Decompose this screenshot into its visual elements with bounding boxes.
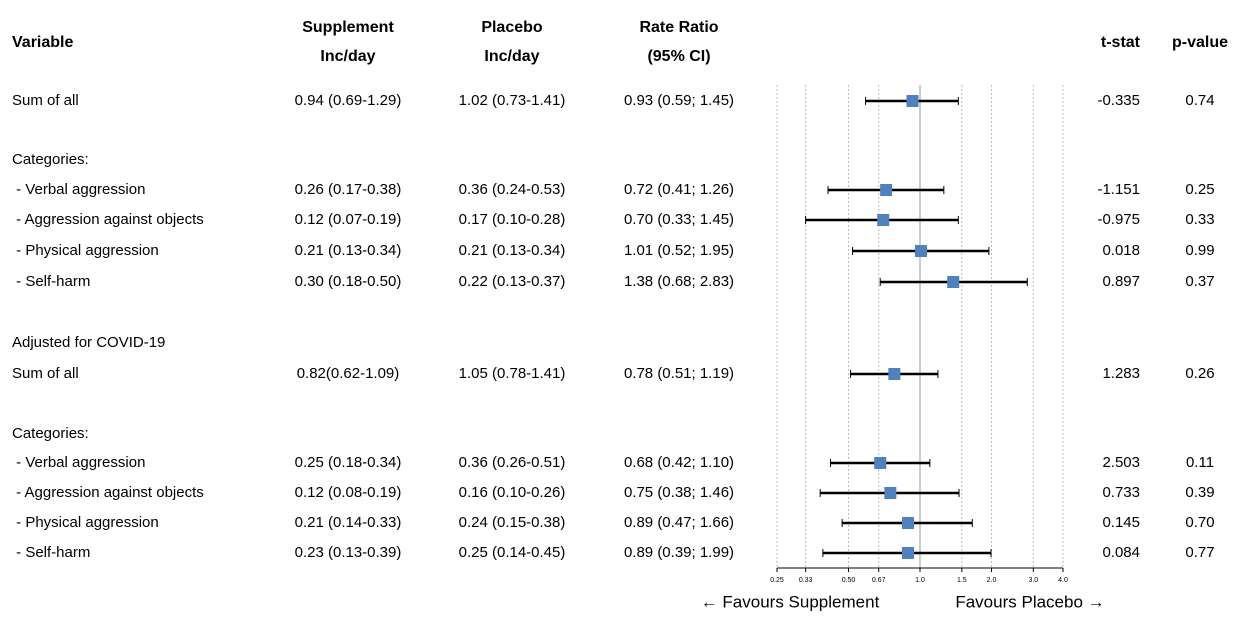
header-rate-ratio: (95% CI): [647, 48, 710, 65]
rate-ratio-cell: 0.70 (0.33; 1.45): [624, 211, 734, 228]
row-label: - Self-harm: [12, 544, 90, 561]
header-supplement: Inc/day: [320, 48, 375, 65]
placebo-cell: 0.25 (0.14-0.45): [459, 544, 566, 561]
p-value-cell: 0.25: [1185, 181, 1214, 198]
x-tick-label: 4.0: [1058, 577, 1068, 584]
header-t-stat: t-stat: [1101, 34, 1141, 51]
p-value-cell: 0.37: [1185, 273, 1214, 290]
rate-ratio-cell: 0.78 (0.51; 1.19): [624, 365, 734, 382]
header-placebo: Placebo: [481, 19, 543, 36]
estimate-marker: [901, 517, 914, 529]
placebo-cell: 0.22 (0.13-0.37): [459, 273, 566, 290]
p-value-cell: 0.11: [1186, 454, 1214, 471]
placebo-cell: 0.16 (0.10-0.26): [459, 484, 566, 501]
supplement-cell: 0.25 (0.18-0.34): [295, 454, 402, 471]
favours-right: Favours Placebo →: [955, 592, 1104, 611]
t-stat-cell: -0.975: [1097, 211, 1140, 228]
p-value-cell: 0.74: [1185, 92, 1214, 109]
supplement-cell: 0.26 (0.17-0.38): [295, 181, 402, 198]
header-p-value: p-value: [1172, 34, 1228, 51]
t-stat-cell: 0.084: [1102, 544, 1140, 561]
placebo-cell: 0.17 (0.10-0.28): [459, 211, 566, 228]
header-rate-ratio: Rate Ratio: [639, 19, 718, 36]
rate-ratio-cell: 1.38 (0.68; 2.83): [624, 273, 734, 290]
p-value-cell: 0.33: [1185, 211, 1214, 228]
rate-ratio-cell: 0.75 (0.38; 1.46): [624, 484, 734, 501]
placebo-cell: 1.05 (0.78-1.41): [459, 365, 566, 382]
t-stat-cell: -0.335: [1097, 92, 1140, 109]
supplement-cell: 0.21 (0.14-0.33): [295, 514, 402, 531]
row-label: - Physical aggression: [12, 242, 159, 259]
estimate-marker: [880, 184, 893, 196]
supplement-cell: 0.21 (0.13-0.34): [295, 242, 402, 259]
t-stat-cell: 0.018: [1102, 242, 1140, 259]
rate-ratio-cell: 0.89 (0.47; 1.66): [624, 514, 734, 531]
rate-ratio-cell: 0.72 (0.41; 1.26): [624, 181, 734, 198]
supplement-cell: 0.30 (0.18-0.50): [295, 273, 402, 290]
t-stat-cell: -1.151: [1097, 181, 1140, 198]
placebo-cell: 0.36 (0.26-0.51): [459, 454, 566, 471]
x-tick-label: 1.5: [957, 577, 967, 584]
placebo-cell: 1.02 (0.73-1.41): [459, 92, 566, 109]
header-supplement: Supplement: [302, 19, 394, 36]
row-label: Sum of all: [12, 92, 79, 109]
favours-left: ← Favours Supplement: [701, 592, 880, 611]
p-value-cell: 0.70: [1185, 514, 1214, 531]
t-stat-cell: 2.503: [1102, 454, 1140, 471]
p-value-cell: 0.99: [1185, 242, 1214, 259]
row-label: Categories:: [12, 425, 89, 442]
header-placebo: Inc/day: [484, 48, 539, 65]
estimate-marker: [915, 245, 928, 257]
placebo-cell: 0.36 (0.24-0.53): [459, 181, 566, 198]
header-variable: Variable: [12, 34, 73, 51]
t-stat-cell: 0.733: [1102, 484, 1140, 501]
row-label: - Self-harm: [12, 273, 90, 290]
estimate-marker: [947, 276, 960, 288]
placebo-cell: 0.21 (0.13-0.34): [459, 242, 566, 259]
rate-ratio-cell: 0.93 (0.59; 1.45): [624, 92, 734, 109]
supplement-cell: 0.23 (0.13-0.39): [295, 544, 402, 561]
p-value-cell: 0.77: [1185, 544, 1214, 561]
estimate-marker: [874, 457, 887, 469]
x-tick-label: 0.33: [799, 577, 813, 584]
row-label: - Aggression against objects: [12, 211, 204, 228]
x-tick-label: 0.50: [842, 577, 856, 584]
p-value-cell: 0.26: [1185, 365, 1214, 382]
x-tick-label: 3.0: [1028, 577, 1038, 584]
rate-ratio-cell: 1.01 (0.52; 1.95): [624, 242, 734, 259]
supplement-cell: 0.82(0.62-1.09): [297, 365, 400, 382]
x-tick-label: 0.25: [770, 577, 784, 584]
row-label: - Verbal aggression: [12, 181, 145, 198]
supplement-cell: 0.12 (0.08-0.19): [295, 484, 402, 501]
row-label: - Verbal aggression: [12, 454, 145, 471]
x-tick-label: 0.67: [872, 577, 886, 584]
estimate-marker: [888, 368, 901, 380]
supplement-cell: 0.94 (0.69-1.29): [295, 92, 402, 109]
x-tick-label: 2.0: [987, 577, 997, 584]
t-stat-cell: 1.283: [1102, 365, 1140, 382]
estimate-marker: [877, 214, 890, 226]
row-label: Categories:: [12, 151, 89, 168]
t-stat-cell: 0.145: [1102, 514, 1140, 531]
rate-ratio-cell: 0.68 (0.42; 1.10): [624, 454, 734, 471]
p-value-cell: 0.39: [1185, 484, 1214, 501]
row-label: - Physical aggression: [12, 514, 159, 531]
x-tick-label: 1.0: [915, 577, 925, 584]
t-stat-cell: 0.897: [1102, 273, 1140, 290]
estimate-marker: [901, 547, 914, 559]
placebo-cell: 0.24 (0.15-0.38): [459, 514, 566, 531]
row-label: Sum of all: [12, 365, 79, 382]
rate-ratio-cell: 0.89 (0.39; 1.99): [624, 544, 734, 561]
row-label: Adjusted for COVID-19: [12, 334, 165, 351]
row-label: - Aggression against objects: [12, 484, 204, 501]
estimate-marker: [884, 487, 897, 499]
supplement-cell: 0.12 (0.07-0.19): [295, 211, 402, 228]
estimate-marker: [906, 95, 919, 107]
